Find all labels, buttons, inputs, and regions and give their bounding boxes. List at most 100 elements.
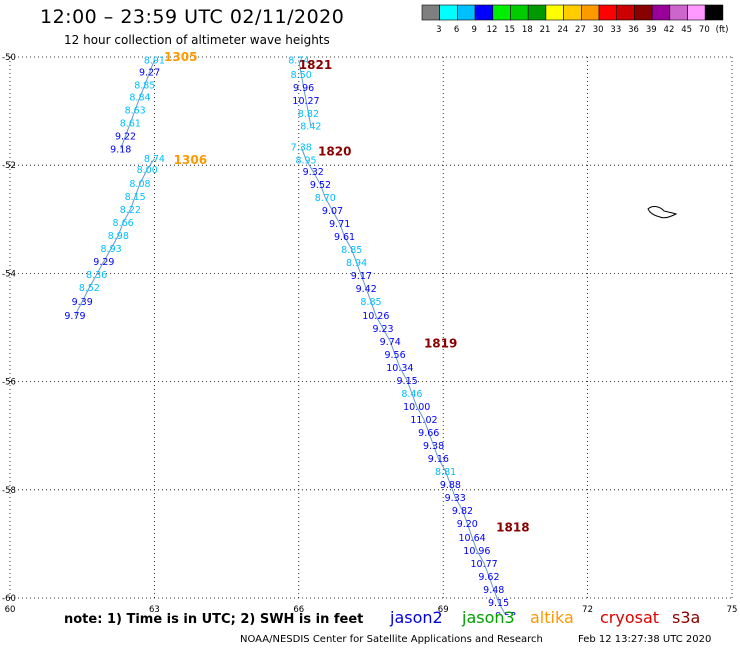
wave-height-label: 9.62: [478, 572, 499, 583]
wave-height-label: 9.18: [110, 144, 131, 155]
ground-track: [120, 60, 155, 150]
wave-height-plot: 60 63 66 69 72 75-50-52-54-56-58-608.748.008.…: [2, 50, 737, 615]
wave-height-label: 8.74: [144, 154, 165, 165]
y-tick-label: -60: [2, 594, 16, 604]
x-tick-label: 63: [149, 605, 160, 615]
wave-height-label: 9.74: [380, 337, 401, 348]
pass-number-label: 1819: [424, 337, 457, 351]
color-scale-label: (ft): [716, 25, 729, 35]
wave-height-label: 8.52: [79, 283, 100, 294]
y-tick-label: -56: [2, 378, 16, 388]
wave-height-label: 9.33: [445, 493, 466, 504]
wave-height-label: 8.85: [360, 297, 381, 308]
wave-height-label: 10.27: [292, 96, 319, 107]
wave-height-label: 8.00: [137, 165, 158, 176]
pass-number-label: 1305: [164, 50, 197, 64]
y-tick-label: -54: [2, 269, 16, 279]
color-scale-label: 24: [557, 25, 568, 35]
pass-number-label: 1821: [299, 58, 332, 72]
wave-height-label: 9.42: [356, 284, 377, 295]
color-scale-label: 21: [540, 25, 551, 35]
wave-height-label: 9.27: [139, 68, 160, 79]
chart-title: 12:00 – 23:59 UTC 02/11/2020: [40, 6, 345, 28]
color-scale-label: 18: [522, 25, 533, 35]
wave-height-label: 8.94: [346, 258, 367, 269]
x-tick-label: 72: [582, 605, 593, 615]
color-scale-label: 27: [575, 25, 586, 35]
x-tick-label: 69: [438, 605, 449, 615]
color-scale-label: 9: [472, 25, 477, 35]
wave-height-label: 9.23: [372, 324, 393, 335]
wave-height-label: 9.32: [303, 167, 324, 178]
wave-height-label: 8.81: [435, 467, 456, 478]
pass-number-label: 1820: [318, 145, 351, 159]
wave-height-label: 11.02: [410, 415, 437, 426]
wave-height-label: 9.79: [64, 311, 85, 322]
legend-jason2: jason2: [390, 608, 443, 627]
wave-height-label: 8.63: [125, 106, 146, 117]
wave-height-label: 9.88: [440, 480, 461, 491]
wave-height-label: 10.26: [362, 311, 389, 322]
timestamp-text: Feb 12 13:27:38 UTC 2020: [578, 634, 712, 645]
wave-height-label: 8.08: [129, 179, 150, 190]
wave-height-label: 10.34: [386, 363, 413, 374]
wave-height-label: 9.15: [397, 376, 418, 387]
wave-height-label: 8.61: [120, 119, 141, 130]
wave-height-label: 10.77: [471, 559, 498, 570]
wave-height-label: 9.71: [329, 219, 350, 230]
credit-text: NOAA/NESDIS Center for Satellite Applica…: [240, 634, 543, 645]
wave-height-label: 8.70: [315, 193, 336, 204]
wave-height-label: 10.96: [463, 546, 490, 557]
wave-height-label: 7.38: [291, 142, 312, 153]
wave-height-label: 8.85: [134, 81, 155, 92]
footnote: note: 1) Time is in UTC; 2) SWH is in fe…: [64, 612, 364, 627]
wave-height-label: 9.52: [310, 180, 331, 191]
wave-height-label: 9.07: [322, 206, 343, 217]
y-tick-label: -52: [2, 161, 16, 171]
x-tick-label: 60: [5, 605, 16, 615]
legend-altika: altika: [530, 608, 574, 627]
color-scale-label: 70: [699, 25, 710, 35]
color-scale-label: 12: [487, 25, 498, 35]
wave-height-label: 8.74: [288, 56, 309, 67]
wave-height-label: 8.50: [291, 70, 312, 81]
legend-s3a: s3a: [672, 608, 701, 627]
wave-height-label: 8.15: [125, 192, 146, 203]
wave-height-label: 9.61: [334, 232, 355, 243]
color-scale-label: 42: [664, 25, 675, 35]
wave-height-label: 9.17: [351, 271, 372, 282]
color-scale-label: 33: [610, 25, 621, 35]
legend-cryosat: cryosat: [600, 608, 660, 627]
color-scale-label: 15: [504, 25, 515, 35]
chart-subtitle: 12 hour collection of altimeter wave hei…: [64, 33, 330, 47]
color-scale-label: 45: [681, 25, 692, 35]
wave-height-label: 8.91: [144, 56, 165, 67]
wave-height-label: 8.84: [129, 93, 150, 104]
color-scale-label: 3: [436, 25, 441, 35]
wave-height-label: 8.85: [341, 245, 362, 256]
wave-height-label: 9.20: [457, 519, 478, 530]
wave-height-label: 8.42: [300, 122, 321, 133]
x-tick-label: 66: [293, 605, 304, 615]
color-scale-legend: 3 6 9 12 15 18 21 24 27 30 33 36 39 42 45 70 (ft): [421, 4, 729, 35]
color-scale-label: 30: [593, 25, 604, 35]
color-scale-label: 39: [646, 25, 657, 35]
ground-track: [298, 60, 312, 127]
ground-track: [74, 158, 155, 316]
wave-height-label: 8.93: [101, 244, 122, 255]
wave-height-label: 9.38: [423, 441, 444, 452]
color-swatch: [704, 4, 724, 21]
wave-height-label: 8.98: [108, 231, 129, 242]
wave-height-label: 9.39: [72, 297, 93, 308]
wave-height-label: 9.29: [93, 257, 114, 268]
wave-height-label: 9.15: [488, 598, 509, 609]
y-tick-label: -58: [2, 486, 16, 496]
wave-height-label: 9.82: [452, 506, 473, 517]
wave-height-label: 9.96: [293, 83, 314, 94]
wave-height-label: 8.66: [113, 218, 134, 229]
pass-number-label: 1818: [496, 521, 529, 535]
ground-track: [300, 146, 507, 615]
wave-height-label: 10.64: [458, 533, 485, 544]
color-scale-label: 36: [628, 25, 639, 35]
wave-height-label: 8.36: [86, 270, 107, 281]
